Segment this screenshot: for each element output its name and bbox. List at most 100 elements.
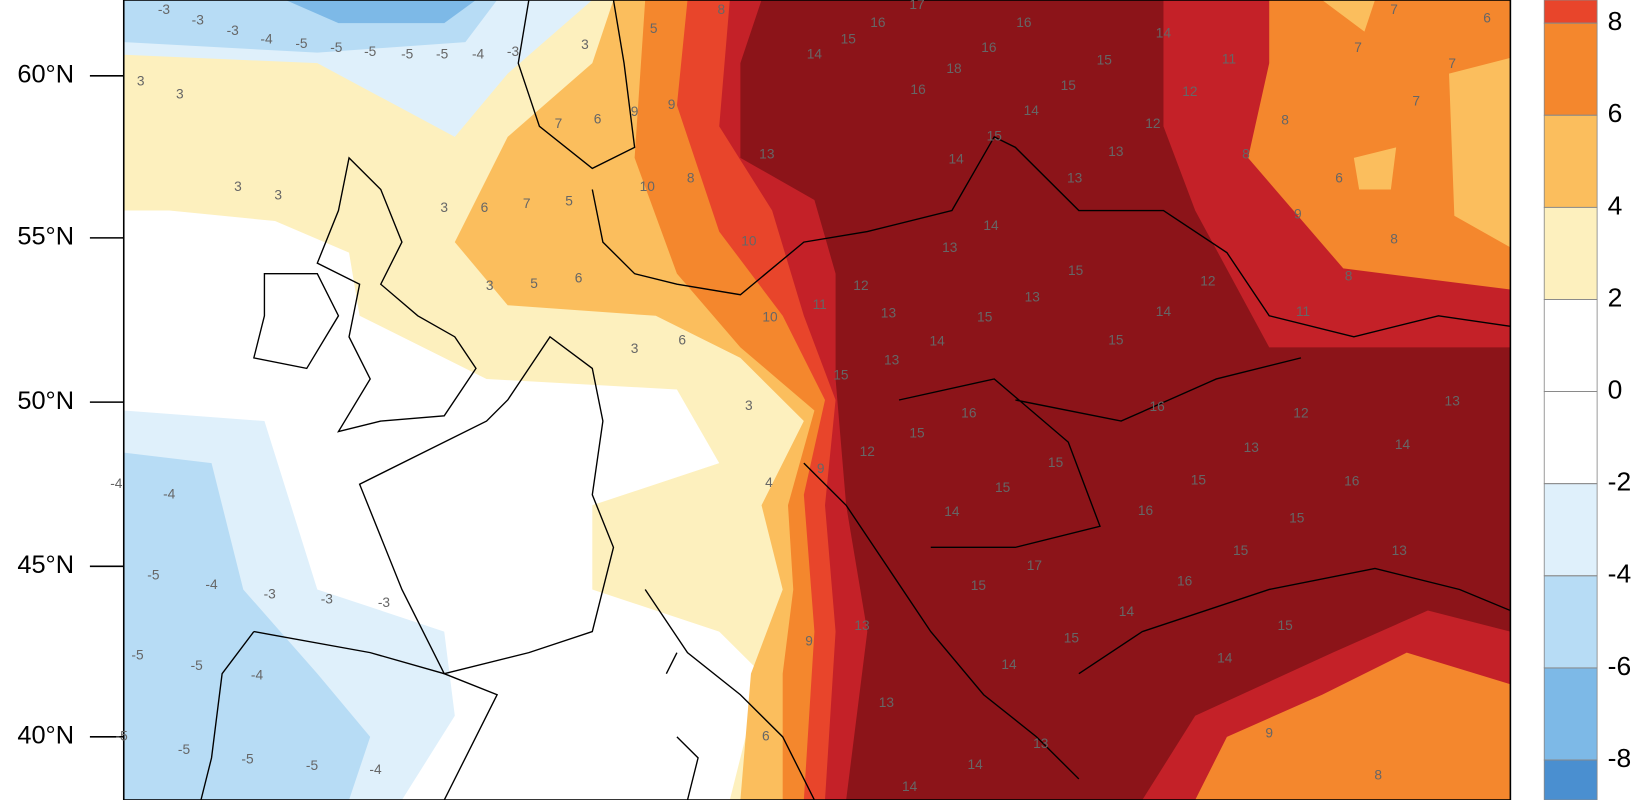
value-label: 9 xyxy=(668,97,676,112)
value-label: -3 xyxy=(264,586,277,601)
value-label: 9 xyxy=(1294,206,1302,221)
value-label: 3 xyxy=(745,398,753,413)
value-label: 15 xyxy=(1108,333,1124,348)
value-label: 14 xyxy=(944,504,960,519)
value-label: 15 xyxy=(977,310,993,325)
value-label: 5 xyxy=(650,21,658,36)
value-label: 6 xyxy=(481,200,489,215)
value-label: 6 xyxy=(575,271,583,286)
value-label: 17 xyxy=(1027,558,1042,573)
colorbar-label: -2 xyxy=(1608,467,1632,497)
value-label: 15 xyxy=(833,367,849,382)
value-label: -4 xyxy=(163,486,176,501)
value-label: 3 xyxy=(440,200,448,215)
value-label: 15 xyxy=(909,425,925,440)
value-label: 3 xyxy=(176,86,184,101)
colorbar-band xyxy=(1543,114,1598,208)
value-label: -5 xyxy=(364,44,377,59)
value-label: 17 xyxy=(909,0,924,12)
value-label: -4 xyxy=(260,32,273,47)
value-label: 8 xyxy=(1242,146,1250,161)
value-label: 4 xyxy=(765,475,773,490)
value-label: 11 xyxy=(1296,304,1310,319)
value-label: 14 xyxy=(949,152,965,167)
value-label: 15 xyxy=(1097,53,1113,68)
value-label: -4 xyxy=(251,667,264,682)
value-label: 10 xyxy=(640,179,656,194)
value-label: 16 xyxy=(1344,474,1360,489)
value-label: -5 xyxy=(330,40,343,55)
value-label: 7 xyxy=(1390,2,1398,17)
value-label: 15 xyxy=(995,480,1011,495)
colorbar-label: 8 xyxy=(1608,6,1623,36)
colorbar-band xyxy=(1543,0,1598,24)
value-label: 16 xyxy=(1016,15,1032,30)
value-label: 6 xyxy=(1483,11,1491,26)
value-label: 15 xyxy=(841,32,857,47)
value-label: 14 xyxy=(929,334,945,349)
value-label: 3 xyxy=(234,179,242,194)
value-label: -4 xyxy=(472,46,485,61)
value-label: 14 xyxy=(1024,103,1040,118)
colorbar-band xyxy=(1543,575,1598,669)
value-label: 7 xyxy=(523,196,531,211)
value-label: 13 xyxy=(1445,394,1461,409)
colorbar-label: 2 xyxy=(1608,282,1623,312)
value-label: 12 xyxy=(1200,274,1215,289)
colorbar: 8 6 4 2 0 -2 -4 -6 -8 xyxy=(1543,0,1632,800)
value-label: 15 xyxy=(1289,511,1305,526)
value-label: 15 xyxy=(987,128,1003,143)
value-label: 3 xyxy=(274,187,282,202)
value-label: 8 xyxy=(1281,113,1289,128)
lat-label: 40°N xyxy=(17,722,74,750)
value-label: 7 xyxy=(1354,40,1362,55)
value-label: 13 xyxy=(1108,144,1124,159)
value-label: 6 xyxy=(1335,171,1343,186)
value-label: 9 xyxy=(631,104,639,119)
value-label: 5 xyxy=(565,194,573,209)
colorbar-band xyxy=(1543,206,1598,300)
colorbar-band xyxy=(1543,483,1598,577)
colorbar-label: -8 xyxy=(1608,743,1632,773)
value-label: 9 xyxy=(817,461,825,476)
value-label: 10 xyxy=(741,234,757,249)
value-label: -3 xyxy=(192,13,205,28)
value-label: 7 xyxy=(555,116,563,131)
value-label: 12 xyxy=(860,444,875,459)
value-label: 14 xyxy=(1156,25,1172,40)
value-label: 10 xyxy=(762,310,778,325)
value-label: -5 xyxy=(191,658,204,673)
value-label: -5 xyxy=(306,758,319,773)
value-label: 14 xyxy=(1156,304,1172,319)
value-label: -3 xyxy=(158,2,171,17)
value-label: 16 xyxy=(910,82,926,97)
value-label: -4 xyxy=(369,762,382,777)
value-label: 13 xyxy=(1067,171,1083,186)
value-label: 14 xyxy=(1395,437,1411,452)
value-label: 16 xyxy=(981,40,997,55)
value-label: 13 xyxy=(879,695,895,710)
value-label: 14 xyxy=(902,779,918,794)
value-label: 14 xyxy=(1217,651,1233,666)
map-frame xyxy=(122,0,1512,800)
value-label: 13 xyxy=(942,240,958,255)
value-label: 16 xyxy=(1177,574,1193,589)
lat-label: 50°N xyxy=(17,387,74,415)
value-label: 6 xyxy=(594,112,602,127)
value-label: -5 xyxy=(147,567,160,582)
value-label: 15 xyxy=(1061,78,1077,93)
value-label: 14 xyxy=(1001,657,1017,672)
value-label: -3 xyxy=(507,44,520,59)
value-label: 8 xyxy=(1374,767,1382,782)
value-label: 15 xyxy=(1064,631,1080,646)
value-label: 13 xyxy=(759,146,775,161)
value-label: -4 xyxy=(110,476,123,491)
colorbar-label: 6 xyxy=(1608,98,1623,128)
lat-label: 55°N xyxy=(17,223,74,251)
value-label: 6 xyxy=(762,728,770,743)
value-label: 6 xyxy=(678,333,686,348)
value-label: 9 xyxy=(1265,725,1273,740)
value-label: -5 xyxy=(401,46,414,61)
value-label: 14 xyxy=(807,46,823,61)
